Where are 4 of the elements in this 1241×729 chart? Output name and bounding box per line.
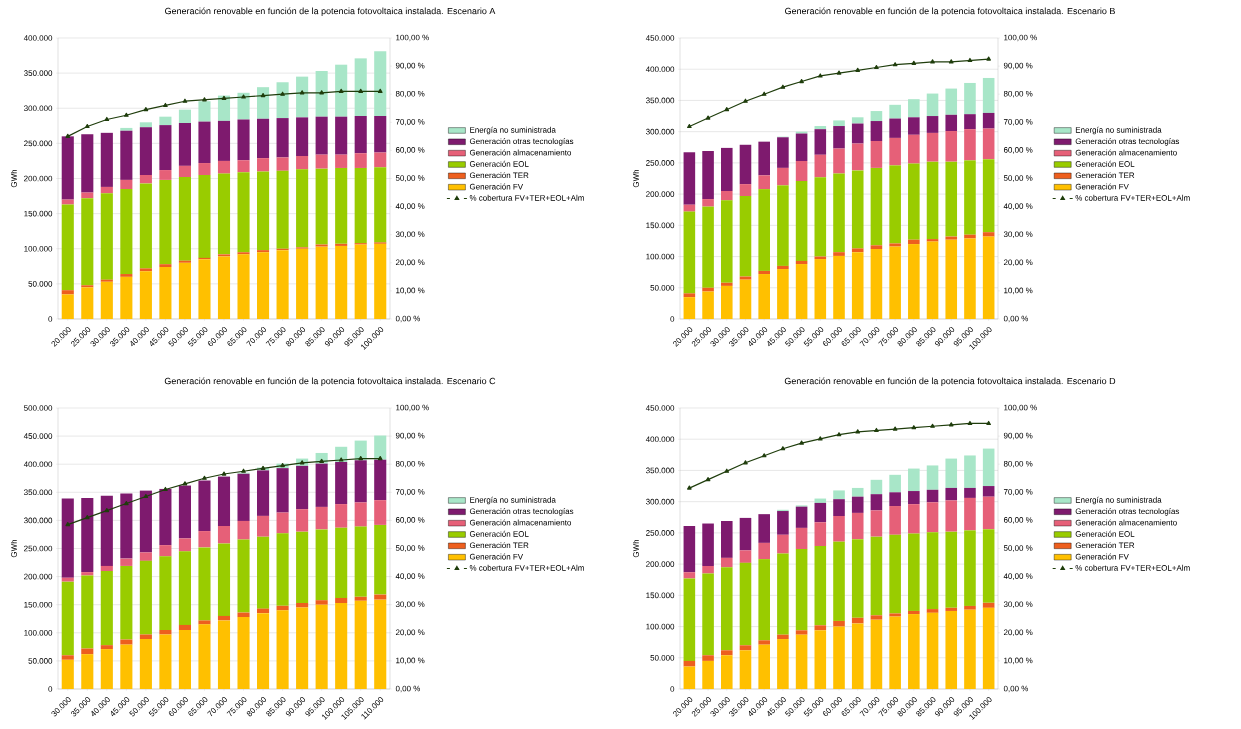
chart-title: Generación renovable en función de la potencia fotovoltaica instalada. Escenario D bbox=[784, 377, 1116, 386]
chart-title: Generación renovable en función de la potencia fotovoltaica instalada. Escenario B bbox=[785, 7, 1115, 16]
chart-title: Generación renovable en función de la potencia fotovoltaica instalada. Escenario C bbox=[164, 377, 496, 386]
chart-title: Generación renovable en función de la potencia fotovoltaica instalada. Escenario A bbox=[165, 7, 496, 16]
